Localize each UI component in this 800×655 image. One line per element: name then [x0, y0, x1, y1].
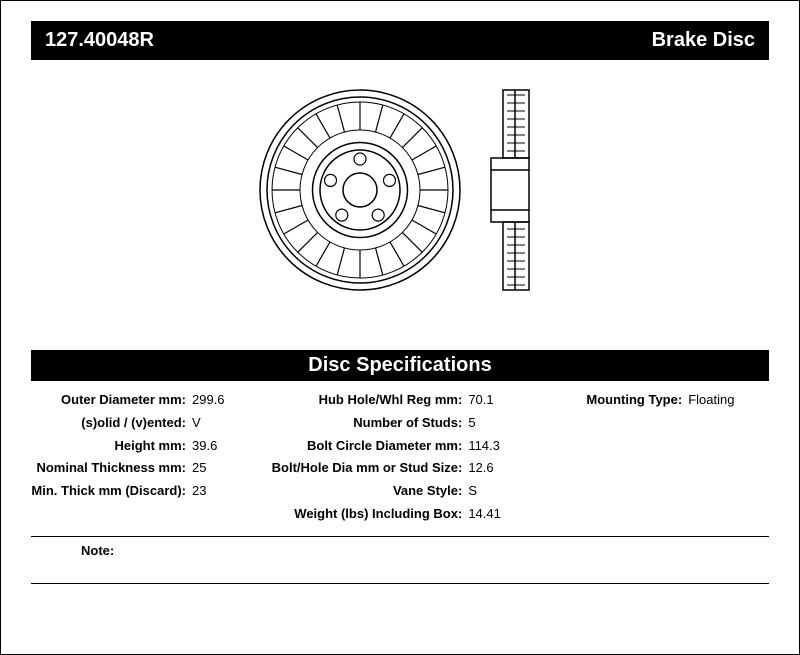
spec-row: Min. Thick mm (Discard):23 — [31, 480, 257, 503]
spec-row: Number of Studs:5 — [257, 412, 572, 435]
spec-value: S — [468, 480, 477, 503]
spec-row: Vane Style:S — [257, 480, 572, 503]
spec-value: 39.6 — [192, 435, 217, 458]
spec-row: Bolt/Hole Dia mm or Stud Size:12.6 — [257, 457, 572, 480]
spec-column-3: Mounting Type:Floating — [572, 389, 769, 526]
spec-row: Nominal Thickness mm:25 — [31, 457, 257, 480]
spec-label: Vane Style: — [257, 480, 468, 503]
spec-label: Height mm: — [31, 435, 192, 458]
spec-row: (s)olid / (v)ented:V — [31, 412, 257, 435]
header-bar: 127.40048R Brake Disc — [31, 21, 769, 60]
rotor-side-view — [485, 85, 545, 295]
spec-label: Weight (lbs) Including Box: — [257, 503, 468, 526]
spec-label: Number of Studs: — [257, 412, 468, 435]
spec-row: Outer Diameter mm:299.6 — [31, 389, 257, 412]
spec-value: 25 — [192, 457, 206, 480]
spec-section-title: Disc Specifications — [308, 354, 491, 376]
spec-value: 12.6 — [468, 457, 493, 480]
spec-label: Hub Hole/Whl Reg mm: — [257, 389, 468, 412]
diagram-area — [31, 60, 769, 320]
spec-row: Mounting Type:Floating — [572, 389, 769, 412]
spec-label: Min. Thick mm (Discard): — [31, 480, 192, 503]
spec-column-2: Hub Hole/Whl Reg mm:70.1 Number of Studs… — [257, 389, 572, 526]
spec-value: Floating — [688, 389, 734, 412]
spec-table: Outer Diameter mm:299.6 (s)olid / (v)ent… — [31, 381, 769, 537]
spec-label: Bolt/Hole Dia mm or Stud Size: — [257, 457, 468, 480]
spec-value: 14.41 — [468, 503, 501, 526]
spec-label: Nominal Thickness mm: — [31, 457, 192, 480]
document-page: 127.40048R Brake Disc — [0, 0, 800, 655]
note-label: Note: — [81, 543, 114, 558]
spec-value: 70.1 — [468, 389, 493, 412]
spec-row: Weight (lbs) Including Box:14.41 — [257, 503, 572, 526]
spec-value: 23 — [192, 480, 206, 503]
product-type: Brake Disc — [652, 29, 755, 52]
spec-label: (s)olid / (v)ented: — [31, 412, 192, 435]
rotor-front-view — [255, 85, 465, 295]
spec-label: Mounting Type: — [572, 389, 688, 412]
note-row: Note: — [31, 537, 769, 584]
spec-value: V — [192, 412, 201, 435]
spec-section-bar: Disc Specifications — [31, 350, 769, 381]
spec-label: Outer Diameter mm: — [31, 389, 192, 412]
spec-row: Hub Hole/Whl Reg mm:70.1 — [257, 389, 572, 412]
spec-value: 5 — [468, 412, 475, 435]
spec-row: Height mm:39.6 — [31, 435, 257, 458]
spec-row: Bolt Circle Diameter mm:114.3 — [257, 435, 572, 458]
spec-column-1: Outer Diameter mm:299.6 (s)olid / (v)ent… — [31, 389, 257, 526]
spec-value: 114.3 — [468, 435, 500, 458]
part-number: 127.40048R — [45, 29, 154, 52]
spec-value: 299.6 — [192, 389, 225, 412]
spec-label: Bolt Circle Diameter mm: — [257, 435, 468, 458]
